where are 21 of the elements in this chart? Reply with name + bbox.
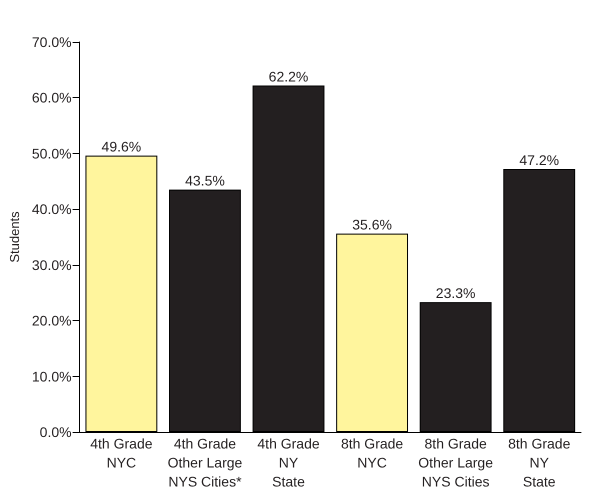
- data-label: 23.3%: [436, 285, 476, 302]
- y-tick-label: 30.0%: [32, 256, 72, 273]
- x-tick-label: 8th Grade Other Large NYS Cities: [418, 436, 494, 490]
- data-label: 62.2%: [268, 68, 308, 84]
- y-tick-label: 70.0%: [32, 34, 72, 50]
- data-label: 49.6%: [102, 138, 142, 155]
- x-tick-label: 4th Grade Other Large NYS Cities*: [168, 436, 243, 490]
- data-label: 35.6%: [352, 216, 392, 233]
- x-tick-label: 8th Grade NYC: [340, 436, 404, 470]
- x-tick-label: 4th Grade NY State: [257, 436, 320, 490]
- y-tick-label: 50.0%: [32, 145, 72, 162]
- y-tick-label: 40.0%: [32, 201, 72, 218]
- y-axis-title: Students: [7, 210, 22, 263]
- data-label: 47.2%: [519, 152, 560, 168]
- x-tick-label: 8th Grade NY State: [508, 436, 571, 490]
- y-tick-label: 20.0%: [32, 312, 72, 329]
- y-tick-label: 10.0%: [32, 368, 72, 384]
- data-label: 43.5%: [185, 172, 225, 189]
- y-tick-label: 60.0%: [32, 90, 72, 106]
- x-tick-label: 4th Grade NYC: [90, 436, 153, 470]
- y-tick-label: 0.0%: [40, 424, 72, 440]
